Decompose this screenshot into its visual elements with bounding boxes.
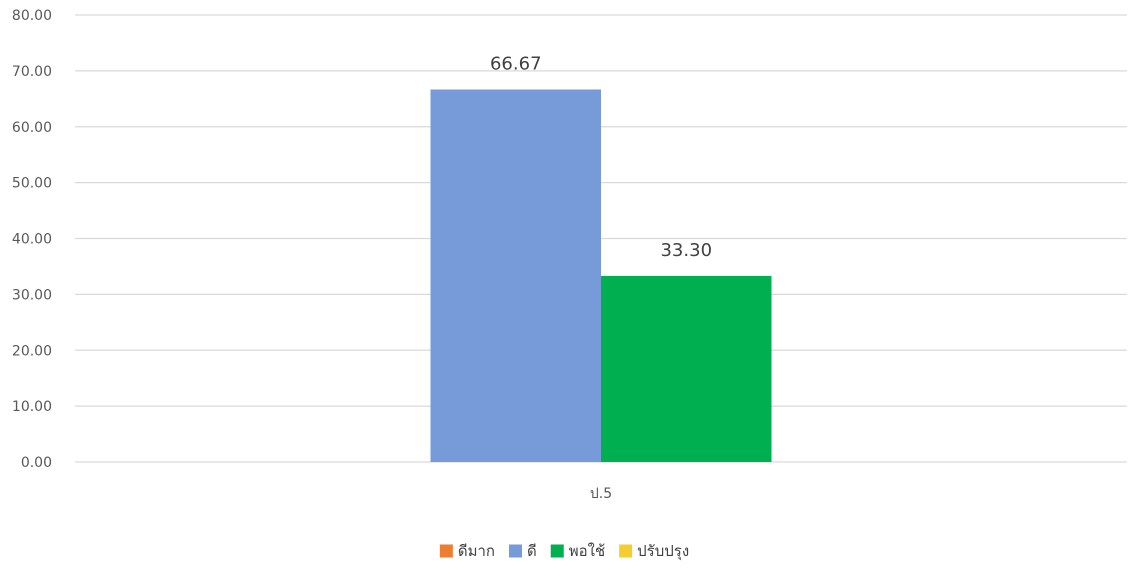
bar-1 [430,89,601,462]
bar-2 [601,275,772,462]
legend-swatch [619,544,633,558]
legend-label: พอใช้ [569,542,605,560]
y-tick-label: 10.00 [12,399,52,415]
y-tick-label: 20.00 [12,343,52,359]
y-axis-ticks: 0.00 10.00 20.00 30.00 40.00 50.00 60.00 70.00 8… [12,8,52,471]
legend-label: ดีมาก [458,542,495,560]
y-tick-label: 50.00 [12,176,52,192]
legend-swatch [550,544,564,558]
data-label: 33.30 [660,240,712,261]
y-tick-label: 30.00 [12,287,52,303]
y-tick-label: 0.00 [21,455,52,471]
y-tick-label: 70.00 [12,64,52,80]
bars [430,89,772,462]
y-tick-label: 80.00 [12,8,52,24]
y-tick-label: 40.00 [12,232,52,248]
y-tick-label: 60.00 [12,120,52,136]
legend: ดีมาก ดี พอใช้ ปรับปรุง [439,542,689,561]
legend-label: ดี [527,542,537,560]
x-axis-categories: ป.5 [590,486,612,502]
legend-swatch [508,544,522,558]
legend-label: ปรับปรุง [637,542,689,561]
x-category-label: ป.5 [590,486,612,502]
data-labels: 66.67 33.30 [490,53,712,260]
data-label: 66.67 [490,53,542,74]
legend-swatch [439,544,453,558]
